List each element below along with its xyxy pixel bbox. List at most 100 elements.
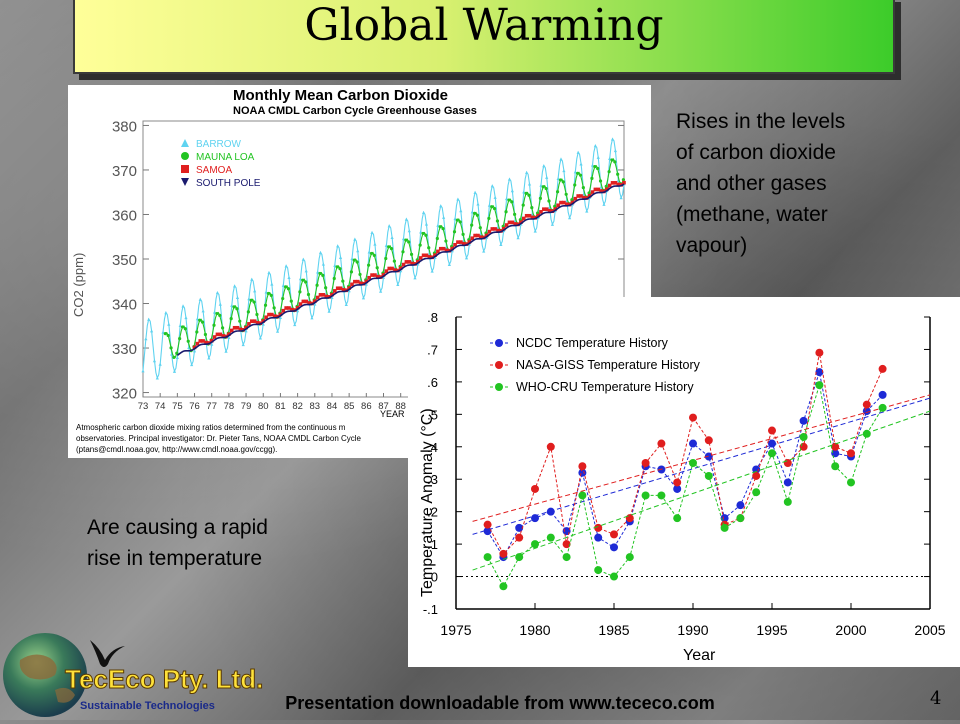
co2-data-point — [616, 182, 621, 187]
co2-data-point — [416, 259, 420, 264]
co2-data-point — [166, 333, 170, 338]
co2-data-point — [538, 196, 542, 200]
co2-data-point — [539, 210, 543, 214]
co2-data-point — [389, 247, 394, 251]
co2-x-tick-label: 83 — [309, 401, 320, 412]
co2-data-point — [510, 200, 514, 204]
co2-data-point — [198, 297, 202, 301]
temp-data-point — [657, 491, 666, 500]
co2-data-point — [283, 285, 288, 289]
co2-x-tick-label: 78 — [224, 401, 235, 412]
co2-data-point — [530, 215, 535, 220]
co2-data-point — [504, 210, 508, 214]
co2-data-point — [461, 241, 466, 246]
co2-data-point — [144, 337, 148, 341]
co2-data-point — [476, 202, 480, 206]
co2-data-point — [350, 256, 354, 261]
temp-data-point — [752, 471, 761, 480]
temp-y-tick-label: .5 — [427, 407, 438, 422]
text-co2-line: Rises in the levels — [676, 110, 846, 133]
co2-data-point — [338, 286, 343, 291]
co2-data-point — [547, 208, 552, 213]
temp-data-point — [610, 572, 618, 581]
co2-y-tick-label: 380 — [112, 118, 137, 135]
co2-data-point — [559, 200, 563, 205]
co2-data-point — [352, 258, 356, 262]
co2-data-point — [201, 309, 205, 313]
co2-data-point — [167, 322, 171, 326]
co2-data-point — [190, 362, 194, 367]
co2-data-point — [564, 192, 568, 196]
co2-data-point — [410, 261, 414, 266]
co2-data-point — [579, 162, 583, 166]
co2-data-point — [407, 260, 412, 264]
co2-data-point — [398, 266, 403, 271]
co2-data-point — [550, 222, 555, 226]
temp-data-point — [562, 540, 571, 549]
co2-data-point — [381, 273, 386, 277]
co2-data-point — [587, 194, 592, 198]
co2-data-point — [604, 184, 608, 188]
co2-data-point — [269, 293, 273, 297]
co2-data-point — [582, 195, 586, 200]
co2-data-point — [358, 272, 362, 277]
temp-data-point — [625, 514, 634, 523]
co2-data-point — [149, 329, 154, 333]
co2-data-point — [496, 228, 500, 233]
co2-data-point — [318, 293, 323, 297]
co2-data-point — [232, 325, 237, 330]
temp-series-line — [487, 352, 884, 555]
temp-data-point — [594, 523, 603, 532]
co2-data-point — [581, 186, 585, 190]
co2-data-point — [561, 180, 565, 184]
co2-data-point — [470, 210, 474, 214]
co2-data-point — [324, 294, 329, 299]
co2-data-point — [304, 280, 308, 284]
co2-data-point — [444, 239, 448, 243]
temp-data-point — [531, 484, 539, 493]
co2-data-point — [536, 213, 540, 218]
temp-data-point — [578, 462, 587, 471]
co2-data-point — [418, 256, 423, 260]
co2-data-point — [367, 250, 371, 254]
co2-data-point — [404, 260, 409, 264]
temp-data-point — [815, 381, 824, 390]
co2-data-point — [232, 305, 236, 309]
globe-icon — [3, 633, 87, 717]
temp-data-point — [862, 400, 871, 409]
temp-y-tick-label: .4 — [427, 440, 438, 455]
co2-chart-subtitle: NOAA CMDL Carbon Cycle Greenhouse Gases — [233, 105, 477, 117]
co2-data-point — [318, 271, 322, 276]
co2-data-point — [533, 229, 537, 233]
co2-data-point — [367, 263, 371, 267]
text-co2-line: vapour) — [676, 234, 748, 257]
co2-data-point — [241, 342, 245, 347]
temp-data-point — [783, 478, 792, 487]
co2-data-point — [579, 194, 583, 198]
co2-data-point — [447, 262, 451, 266]
co2-data-point — [161, 330, 165, 334]
co2-data-point — [544, 207, 549, 211]
co2-data-point — [367, 275, 371, 280]
temp-x-axis-label: Year — [683, 647, 716, 664]
co2-data-point — [364, 282, 368, 286]
co2-data-point — [258, 336, 262, 340]
co2-data-point — [568, 216, 572, 220]
co2-data-point — [203, 332, 208, 337]
co2-data-point — [507, 220, 512, 225]
temp-data-point — [594, 533, 603, 542]
co2-data-point — [421, 210, 426, 215]
co2-data-point — [564, 202, 569, 206]
co2-x-tick-label: 85 — [344, 401, 355, 412]
co2-data-point — [220, 326, 225, 330]
temp-data-point — [515, 523, 524, 532]
co2-data-point — [221, 334, 225, 338]
co2-data-point — [613, 160, 617, 164]
co2-data-point — [330, 292, 334, 297]
co2-data-point — [204, 340, 208, 345]
co2-data-point — [570, 198, 574, 202]
temp-data-point — [736, 501, 745, 510]
co2-data-point — [576, 150, 580, 154]
co2-data-point — [607, 183, 612, 188]
co2-data-point — [298, 276, 303, 281]
